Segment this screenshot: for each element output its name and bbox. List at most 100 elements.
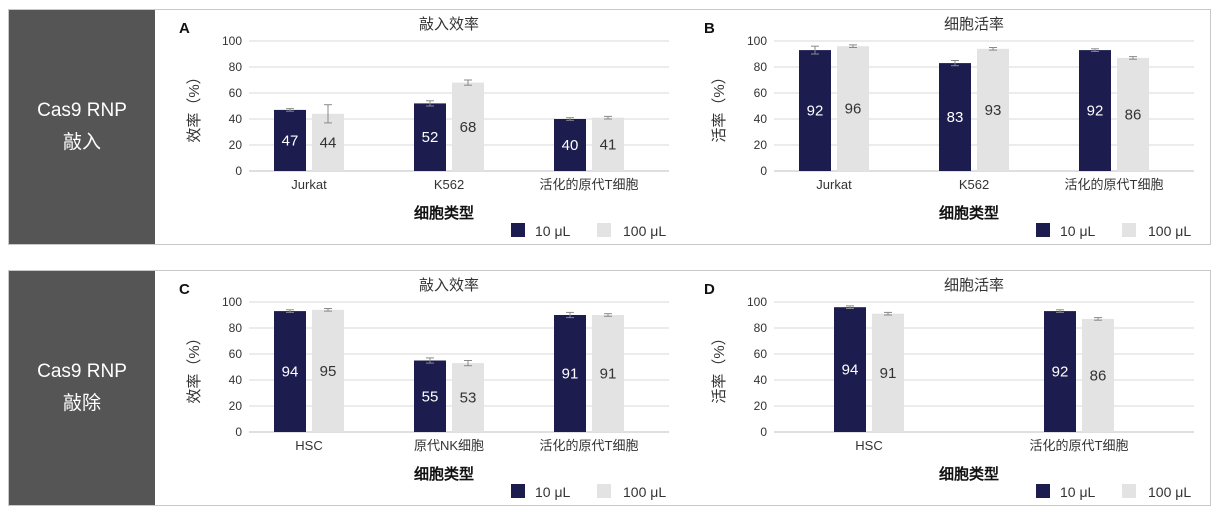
bar-series1 xyxy=(834,307,866,432)
bar-series2 xyxy=(592,117,624,171)
bar-series1 xyxy=(274,311,306,432)
legend-swatch-series2 xyxy=(597,223,611,237)
chart-c: C 敲入效率 0 20 40 60 80 100 效率（%） 94 95 HSC 55 53 原代NK细胞 9… xyxy=(179,277,669,500)
x-tick-label: HSC xyxy=(295,438,322,453)
data-label: 40 xyxy=(562,137,579,154)
y-tick-label: 100 xyxy=(222,295,242,309)
row-knock-out: Cas9 RNP 敲除 C 敲入效率 0 20 40 60 80 100 效率（%） 94 95 HS… xyxy=(8,270,1211,506)
bar-series1 xyxy=(939,63,971,171)
y-tick-label: 80 xyxy=(229,321,243,335)
y-tick-label: 20 xyxy=(754,399,768,413)
row-label-line1: Cas9 RNP xyxy=(37,361,127,382)
bar-series1 xyxy=(414,103,446,171)
chart-title: 细胞活率 xyxy=(944,16,1004,33)
y-tick-label: 0 xyxy=(760,164,767,178)
y-tick-label: 0 xyxy=(235,164,242,178)
legend-label-series1: 10 μL xyxy=(535,223,571,239)
x-tick-label: 原代NK细胞 xyxy=(414,438,484,453)
panel-c: C 敲入效率 0 20 40 60 80 100 效率（%） 94 95 HSC 55 53 原代NK细胞 9… xyxy=(159,271,674,505)
bar-series1 xyxy=(1079,50,1111,171)
chart-title: 细胞活率 xyxy=(944,277,1004,294)
x-axis-label: 细胞类型 xyxy=(414,204,474,222)
y-axis-label: 效率（%） xyxy=(186,330,203,403)
x-tick-label: Jurkat xyxy=(816,177,852,192)
y-tick-label: 40 xyxy=(754,112,768,126)
legend-label-series1: 10 μL xyxy=(1060,223,1096,239)
row-knock-in: Cas9 RNP 敲入 A 敲入效率 0 20 40 60 80 100 效率（%） 47 44 Ju… xyxy=(8,9,1211,245)
data-label: 68 xyxy=(460,119,477,136)
bar-series1 xyxy=(414,360,446,432)
data-label: 93 xyxy=(985,102,1002,119)
bar-series2 xyxy=(452,363,484,432)
data-label: 94 xyxy=(282,364,299,381)
data-label: 92 xyxy=(1052,364,1069,381)
data-label: 47 xyxy=(282,132,299,149)
legend-swatch-series1 xyxy=(1036,484,1050,498)
y-tick-label: 60 xyxy=(754,347,768,361)
legend-label-series2: 100 μL xyxy=(1148,484,1191,500)
x-tick-label: Jurkat xyxy=(291,177,327,192)
bar-series1 xyxy=(274,109,306,171)
x-tick-label: 活化的原代T细胞 xyxy=(540,438,639,453)
y-tick-label: 80 xyxy=(229,60,243,74)
row-label-line1: Cas9 RNP xyxy=(37,100,127,121)
y-axis-label: 效率（%） xyxy=(186,69,203,142)
panel-letter: A xyxy=(179,20,190,37)
legend-label-series2: 100 μL xyxy=(1148,223,1191,239)
y-tick-label: 100 xyxy=(747,295,767,309)
legend-label-series1: 10 μL xyxy=(1060,484,1096,500)
panel-b: B 细胞活率 0 20 40 60 80 100 活率（%） 92 96 Jurkat 83 93 K562… xyxy=(684,10,1199,244)
y-axis-label: 活率（%） xyxy=(711,69,728,142)
chart-d: D 细胞活率 0 20 40 60 80 100 活率（%） 94 91 HSC 92 86 活化的原代T细… xyxy=(704,277,1194,500)
y-tick-label: 60 xyxy=(754,86,768,100)
data-label: 86 xyxy=(1125,106,1142,123)
data-label: 92 xyxy=(1087,103,1104,120)
legend-swatch-series1 xyxy=(511,484,525,498)
x-tick-label: 活化的原代T细胞 xyxy=(1065,177,1164,192)
y-tick-label: 40 xyxy=(229,112,243,126)
x-tick-label: K562 xyxy=(959,177,989,192)
legend-swatch-series2 xyxy=(1122,223,1136,237)
data-label: 55 xyxy=(422,388,439,405)
panel-letter: B xyxy=(704,20,715,37)
data-label: 83 xyxy=(947,109,964,126)
panel-letter: D xyxy=(704,281,715,298)
bar-series2 xyxy=(452,82,484,171)
y-tick-label: 60 xyxy=(229,347,243,361)
y-tick-label: 80 xyxy=(754,321,768,335)
data-label: 92 xyxy=(807,103,824,120)
panel-letter: C xyxy=(179,281,190,298)
data-label: 91 xyxy=(880,365,897,382)
row-label-line2: 敲除 xyxy=(62,393,101,414)
bar-series2 xyxy=(872,313,904,432)
legend-swatch-series1 xyxy=(511,223,525,237)
legend-swatch-series1 xyxy=(1036,223,1050,237)
data-label: 95 xyxy=(320,363,337,380)
row-label-line2: 敲入 xyxy=(62,132,101,153)
y-tick-label: 20 xyxy=(229,138,243,152)
data-label: 41 xyxy=(600,136,617,153)
y-tick-label: 80 xyxy=(754,60,768,74)
data-label: 53 xyxy=(460,390,477,407)
row-label-knock-out: Cas9 RNP 敲除 xyxy=(9,271,155,505)
chart-title: 敲入效率 xyxy=(419,277,479,294)
y-tick-label: 20 xyxy=(754,138,768,152)
data-label: 91 xyxy=(562,366,579,383)
panel-d: D 细胞活率 0 20 40 60 80 100 活率（%） 94 91 HSC 92 86 活化的原代T细… xyxy=(684,271,1199,505)
x-axis-label: 细胞类型 xyxy=(939,465,999,483)
bar-series2 xyxy=(1082,318,1114,432)
chart-a: A 敲入效率 0 20 40 60 80 100 效率（%） 47 44 Jurkat 52 68 K562… xyxy=(179,16,669,239)
x-tick-label: 活化的原代T细胞 xyxy=(1030,438,1129,453)
y-tick-label: 40 xyxy=(229,373,243,387)
data-label: 91 xyxy=(600,366,617,383)
legend-label-series2: 100 μL xyxy=(623,223,666,239)
y-tick-label: 100 xyxy=(747,34,767,48)
bar-series1 xyxy=(799,50,831,171)
y-tick-label: 100 xyxy=(222,34,242,48)
bar-series1 xyxy=(1044,311,1076,432)
data-label: 44 xyxy=(320,134,337,151)
panel-a: A 敲入效率 0 20 40 60 80 100 效率（%） 47 44 Jurkat 52 68 K562… xyxy=(159,10,674,244)
bar-series2 xyxy=(977,48,1009,171)
x-tick-label: K562 xyxy=(434,177,464,192)
data-label: 96 xyxy=(845,101,862,118)
